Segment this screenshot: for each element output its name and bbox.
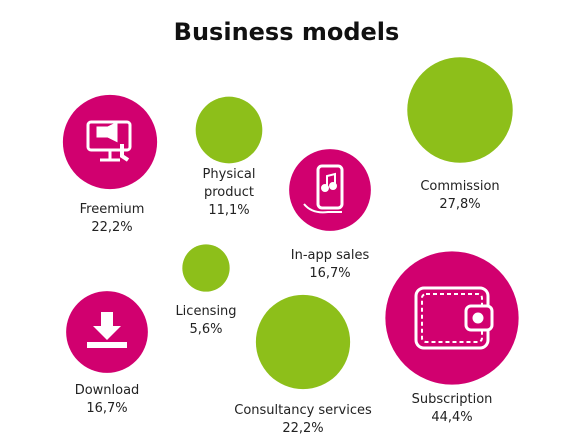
bubble (182, 244, 230, 292)
category-name: Consultancy services (234, 403, 372, 418)
bubble (255, 294, 351, 390)
value-label: 22,2% (91, 220, 133, 235)
bubble (407, 57, 513, 163)
category-name: Download (74, 383, 140, 398)
bubble-label: Physical product 11,1% (189, 166, 269, 220)
bubble (195, 96, 263, 164)
category-name: Licensing (175, 304, 237, 319)
freemium-icon (86, 120, 132, 162)
value-label: 11,1% (208, 203, 250, 218)
category-name: In-app sales (290, 248, 370, 263)
value-label: 16,7% (309, 266, 351, 281)
icons (86, 120, 494, 350)
value-label: 5,6% (189, 322, 223, 337)
value-label: 16,7% (86, 401, 128, 416)
category-name: Physical product (202, 167, 256, 200)
bubble-label: Licensing 5,6% (175, 303, 236, 339)
bubble (385, 251, 519, 385)
bubble (289, 149, 371, 231)
in-app-icon (303, 164, 344, 214)
category-name: Commission (420, 179, 500, 194)
bubble-label: Subscription 44,4% (412, 391, 493, 427)
download-icon (87, 312, 127, 348)
category-name: Subscription (411, 392, 493, 407)
value-label: 27,8% (439, 197, 481, 212)
chart-title: Business models (173, 18, 400, 46)
bubble-label: Consultancy services 22,2% (234, 402, 372, 438)
bubble-label: In-app sales 16,7% (291, 247, 370, 283)
category-name: Freemium (79, 202, 145, 217)
subscription-icon (414, 286, 494, 350)
value-label: 44,4% (431, 410, 473, 425)
bubble-label: Freemium 22,2% (80, 201, 145, 237)
bubbles (62, 57, 519, 390)
bubble (62, 94, 158, 190)
bubble-label: Download 16,7% (75, 382, 140, 418)
value-label: 22,2% (282, 421, 324, 436)
bubble-label: Commission 27,8% (420, 178, 499, 214)
